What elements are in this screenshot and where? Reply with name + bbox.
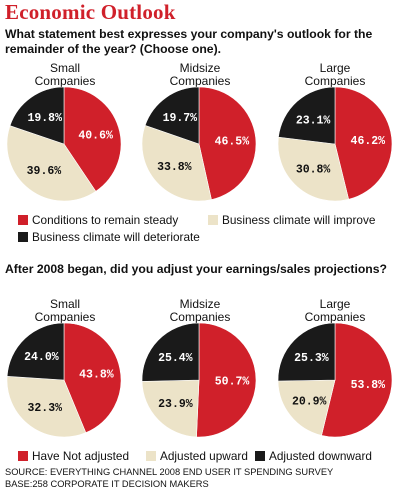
pie-title-midsize-projections: Midsize Companies [135, 298, 265, 324]
pie-midsize-projections: 50.7% 23.9% 25.4% [141, 322, 257, 438]
pie-title-line2: Companies [169, 310, 231, 324]
pie-title-line2: Companies [169, 74, 231, 88]
slice-value-label: 33.8% [157, 161, 192, 174]
legend-item: Business climate will deteriorate [18, 230, 200, 244]
legend-swatch-red [18, 451, 28, 461]
slice-beige [141, 379, 200, 438]
slice-value-label: 19.8% [27, 112, 62, 125]
pie-title-line1: Large [319, 61, 351, 75]
pie-title-line1: Midsize [179, 297, 221, 311]
legend-item: Business climate will improve [208, 213, 375, 227]
slice-value-label: 50.7% [215, 376, 250, 389]
slice-value-label: 40.6% [78, 129, 113, 142]
source-line: SOURCE: EVERYTHING CHANNEL 2008 END USER… [5, 467, 334, 477]
pie-large-outlook: 46.2% 30.8% 23.1% [277, 86, 393, 202]
slice-beige [6, 376, 87, 438]
legend-label: Adjusted upward [160, 449, 248, 463]
slice-value-label: 30.8% [296, 164, 331, 177]
slice-black [277, 322, 336, 382]
projection-pies: 43.8% 32.3% 24.0% 50.7% 23.9% 25.4% 53.8% 20.… [6, 322, 393, 438]
pie-midsize-outlook: 46.5% 33.8% 19.7% [141, 86, 257, 202]
slice-beige [141, 124, 212, 202]
page-title: Economic Outlook [5, 0, 176, 24]
legend-item: Have Not adjusted [18, 449, 129, 463]
pie-title-line2: Companies [34, 310, 96, 324]
legend-item: Adjusted upward [146, 449, 248, 463]
question-projections: After 2008 began, did you adjust your ea… [5, 262, 387, 276]
pie-small-outlook: 40.6% 39.6% 19.8% [6, 86, 122, 202]
slice-value-label: 32.3% [27, 402, 62, 415]
legend-label: Business climate will deteriorate [32, 230, 200, 244]
slice-red [196, 322, 257, 438]
slice-black [278, 86, 336, 145]
legend-label: Business climate will improve [222, 213, 376, 227]
slice-value-label: 53.8% [351, 379, 386, 392]
slice-beige [277, 379, 336, 436]
slice-black [9, 86, 65, 145]
pie-title-line1: Small [49, 61, 80, 75]
outlook-pies: 40.6% 39.6% 19.8% 46.5% 33.8% 19.7% 46.2% 30.… [6, 86, 393, 202]
legend-swatch-beige [146, 451, 156, 461]
pie-title-small-projections: Small Companies [0, 298, 130, 324]
pie-title-large-outlook: Large Companies [270, 62, 400, 88]
pie-title-line1: Large [319, 297, 351, 311]
legend-item: Adjusted downward [255, 449, 372, 463]
slice-value-label: 23.9% [158, 398, 193, 411]
pie-small-projections: 43.8% 32.3% 24.0% [6, 322, 122, 438]
base-line: BASE:258 CORPORATE IT DECISION MAKERS [5, 478, 209, 489]
pie-title-midsize-outlook: Midsize Companies [135, 62, 265, 88]
question-outlook: What statement best expresses your compa… [5, 27, 373, 56]
pie-title-small-outlook: Small Companies [0, 62, 130, 88]
slice-black [144, 86, 200, 145]
slice-red [321, 322, 393, 438]
legend-swatch-black [18, 232, 28, 242]
pie-title-line1: Midsize [179, 61, 221, 75]
slice-beige [277, 136, 350, 202]
source-note: SOURCE: EVERYTHING CHANNEL 2008 END USER… [5, 467, 333, 490]
slice-red [63, 86, 122, 192]
slice-value-label: 46.5% [215, 135, 250, 148]
legend-swatch-red [18, 215, 28, 225]
slice-red [63, 322, 122, 434]
pie-title-line2: Companies [34, 74, 96, 88]
pie-title-line2: Companies [304, 74, 366, 88]
slice-value-label: 25.4% [158, 352, 193, 365]
pie-title-large-projections: Large Companies [270, 298, 400, 324]
legend-swatch-beige [208, 215, 218, 225]
slice-value-label: 25.3% [294, 352, 329, 365]
slice-beige [6, 125, 97, 202]
slice-value-label: 20.9% [292, 396, 327, 409]
slice-value-label: 46.2% [351, 135, 386, 148]
pie-title-line2: Companies [304, 310, 366, 324]
slice-value-label: 39.6% [27, 165, 62, 178]
slice-red [198, 86, 257, 200]
legend-label: Conditions to remain steady [32, 213, 179, 227]
slice-value-label: 43.8% [79, 369, 114, 382]
legend-label: Adjusted downward [269, 449, 372, 463]
pie-title-line1: Small [49, 297, 80, 311]
legend-item: Conditions to remain steady [18, 213, 178, 227]
slice-black [141, 322, 200, 382]
slice-value-label: 23.1% [296, 114, 331, 127]
slice-black [6, 322, 65, 381]
slice-value-label: 19.7% [163, 112, 198, 125]
slice-value-label: 24.0% [24, 351, 59, 364]
legend-label: Have Not adjusted [32, 449, 130, 463]
slice-red [334, 86, 393, 200]
pie-large-projections: 53.8% 20.9% 25.3% [277, 322, 393, 438]
legend-swatch-black [255, 451, 265, 461]
